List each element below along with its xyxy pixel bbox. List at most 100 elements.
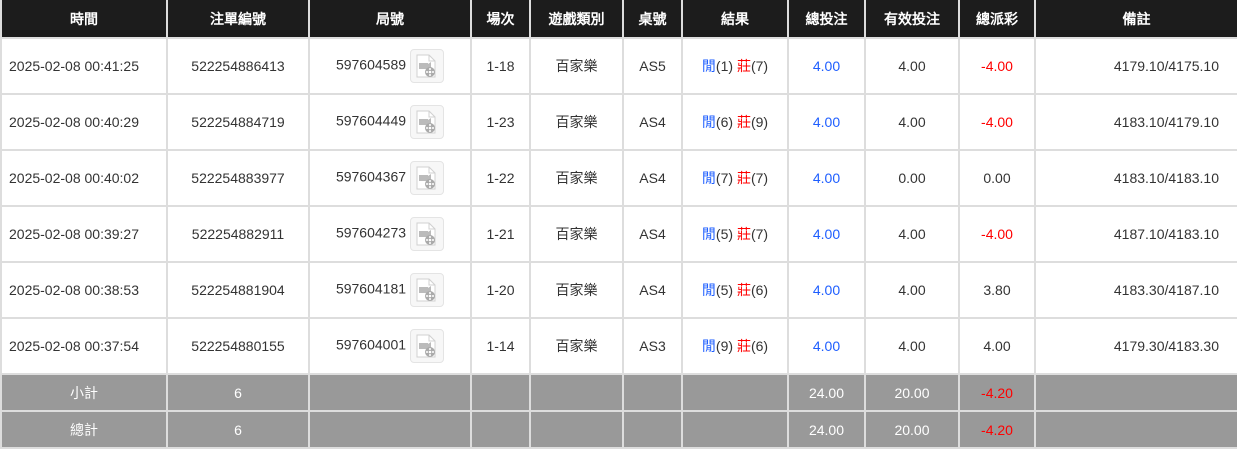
table-row: 2025-02-08 00:41:25 522254886413 5976045… (0, 37, 1237, 95)
valid-bet: 4.00 (864, 205, 960, 263)
player-value: (6) (715, 114, 734, 130)
table-no: AS4 (622, 149, 683, 207)
summary-label: 總計 (0, 410, 168, 449)
bet-time: 2025-02-08 00:40:29 (0, 93, 168, 151)
player-value: (5) (715, 282, 734, 298)
summary-row: 小計 6 24.00 20.00 -4.20 (0, 373, 1237, 412)
summary-label: 小計 (0, 373, 168, 412)
result: 閒(5) 莊(7) (681, 205, 789, 263)
summary-row: 總計 6 24.00 20.00 -4.20 (0, 410, 1237, 449)
banker-label: 莊 (736, 170, 751, 186)
valid-bet: 4.00 (864, 317, 960, 375)
empty-cell (308, 410, 472, 449)
round-cell: 597604367 (308, 149, 472, 207)
remark: 4179.30/4183.30 (1034, 317, 1237, 375)
payout: -4.00 (958, 205, 1036, 263)
remark: 4179.10/4175.10 (1034, 37, 1237, 95)
summary-total-bet: 24.00 (787, 410, 866, 449)
header-time: 時間 (0, 0, 168, 39)
bet-time: 2025-02-08 00:41:25 (0, 37, 168, 95)
game-type: 百家樂 (529, 37, 624, 95)
player-value: (1) (715, 58, 734, 74)
payout: 0.00 (958, 149, 1036, 207)
video-replay-icon[interactable] (410, 105, 445, 139)
video-replay-icon[interactable] (410, 217, 445, 251)
video-replay-icon[interactable] (410, 161, 445, 195)
result: 閒(6) 莊(9) (681, 93, 789, 151)
round-id: 597604449 (335, 112, 407, 129)
result: 閒(5) 莊(6) (681, 261, 789, 319)
player-value: (9) (715, 338, 734, 354)
banker-label: 莊 (736, 114, 751, 130)
summary-valid-bet: 20.00 (864, 410, 960, 449)
game-type: 百家樂 (529, 93, 624, 151)
summary-count: 6 (166, 373, 310, 412)
table-row: 2025-02-08 00:40:29 522254884719 5976044… (0, 93, 1237, 151)
total-bet: 4.00 (787, 205, 866, 263)
table-no: AS4 (622, 261, 683, 319)
player-value: (5) (715, 226, 734, 242)
payout: -4.00 (958, 93, 1036, 151)
player-label: 閒 (701, 114, 716, 130)
header-remark: 備註 (1034, 0, 1237, 39)
round-cell: 597604273 (308, 205, 472, 263)
banker-value: (6) (750, 282, 769, 298)
header-round: 局號 (308, 0, 472, 39)
summary-total-bet: 24.00 (787, 373, 866, 412)
banker-label: 莊 (736, 58, 751, 74)
payout: 3.80 (958, 261, 1036, 319)
header-session: 場次 (470, 0, 531, 39)
summary-payout: -4.20 (958, 373, 1036, 412)
round-cell: 597604589 (308, 37, 472, 95)
empty-cell (681, 410, 789, 449)
table-no: AS5 (622, 37, 683, 95)
result: 閒(7) 莊(7) (681, 149, 789, 207)
player-value: (7) (715, 170, 734, 186)
remark: 4183.10/4183.10 (1034, 149, 1237, 207)
video-replay-icon[interactable] (410, 273, 445, 307)
table-no: AS3 (622, 317, 683, 375)
summary-payout: -4.20 (958, 410, 1036, 449)
total-bet: 4.00 (787, 37, 866, 95)
table-header-row: 時間 注單編號 局號 場次 遊戲類別 桌號 結果 總投注 有效投注 總派彩 備註 (0, 0, 1237, 39)
header-valid-bet: 有效投注 (864, 0, 960, 39)
player-label: 閒 (701, 170, 716, 186)
banker-label: 莊 (736, 338, 751, 354)
table-row: 2025-02-08 00:37:54 522254880155 5976040… (0, 317, 1237, 375)
player-label: 閒 (701, 226, 716, 242)
valid-bet: 4.00 (864, 261, 960, 319)
video-replay-icon[interactable] (410, 49, 445, 83)
session: 1-14 (470, 317, 531, 375)
empty-cell (622, 410, 683, 449)
player-label: 閒 (701, 282, 716, 298)
bet-time: 2025-02-08 00:39:27 (0, 205, 168, 263)
total-bet: 4.00 (787, 317, 866, 375)
round-cell: 597604181 (308, 261, 472, 319)
session: 1-22 (470, 149, 531, 207)
bet-id: 522254880155 (166, 317, 310, 375)
summary-count: 6 (166, 410, 310, 449)
bet-id: 522254883977 (166, 149, 310, 207)
round-id: 597604589 (335, 56, 407, 73)
total-bet: 4.00 (787, 261, 866, 319)
payout: 4.00 (958, 317, 1036, 375)
empty-cell (529, 410, 624, 449)
header-bet-id: 注單編號 (166, 0, 310, 39)
round-id: 597604273 (335, 224, 407, 241)
game-type: 百家樂 (529, 205, 624, 263)
bet-time: 2025-02-08 00:38:53 (0, 261, 168, 319)
video-replay-icon[interactable] (410, 329, 445, 363)
empty-cell (1034, 373, 1237, 412)
table-no: AS4 (622, 205, 683, 263)
header-game-type: 遊戲類別 (529, 0, 624, 39)
empty-cell (529, 373, 624, 412)
empty-cell (470, 373, 531, 412)
round-id: 597604367 (335, 168, 407, 185)
remark: 4183.10/4179.10 (1034, 93, 1237, 151)
game-type: 百家樂 (529, 317, 624, 375)
player-label: 閒 (701, 338, 716, 354)
banker-value: (6) (750, 338, 769, 354)
valid-bet: 4.00 (864, 37, 960, 95)
empty-cell (622, 373, 683, 412)
